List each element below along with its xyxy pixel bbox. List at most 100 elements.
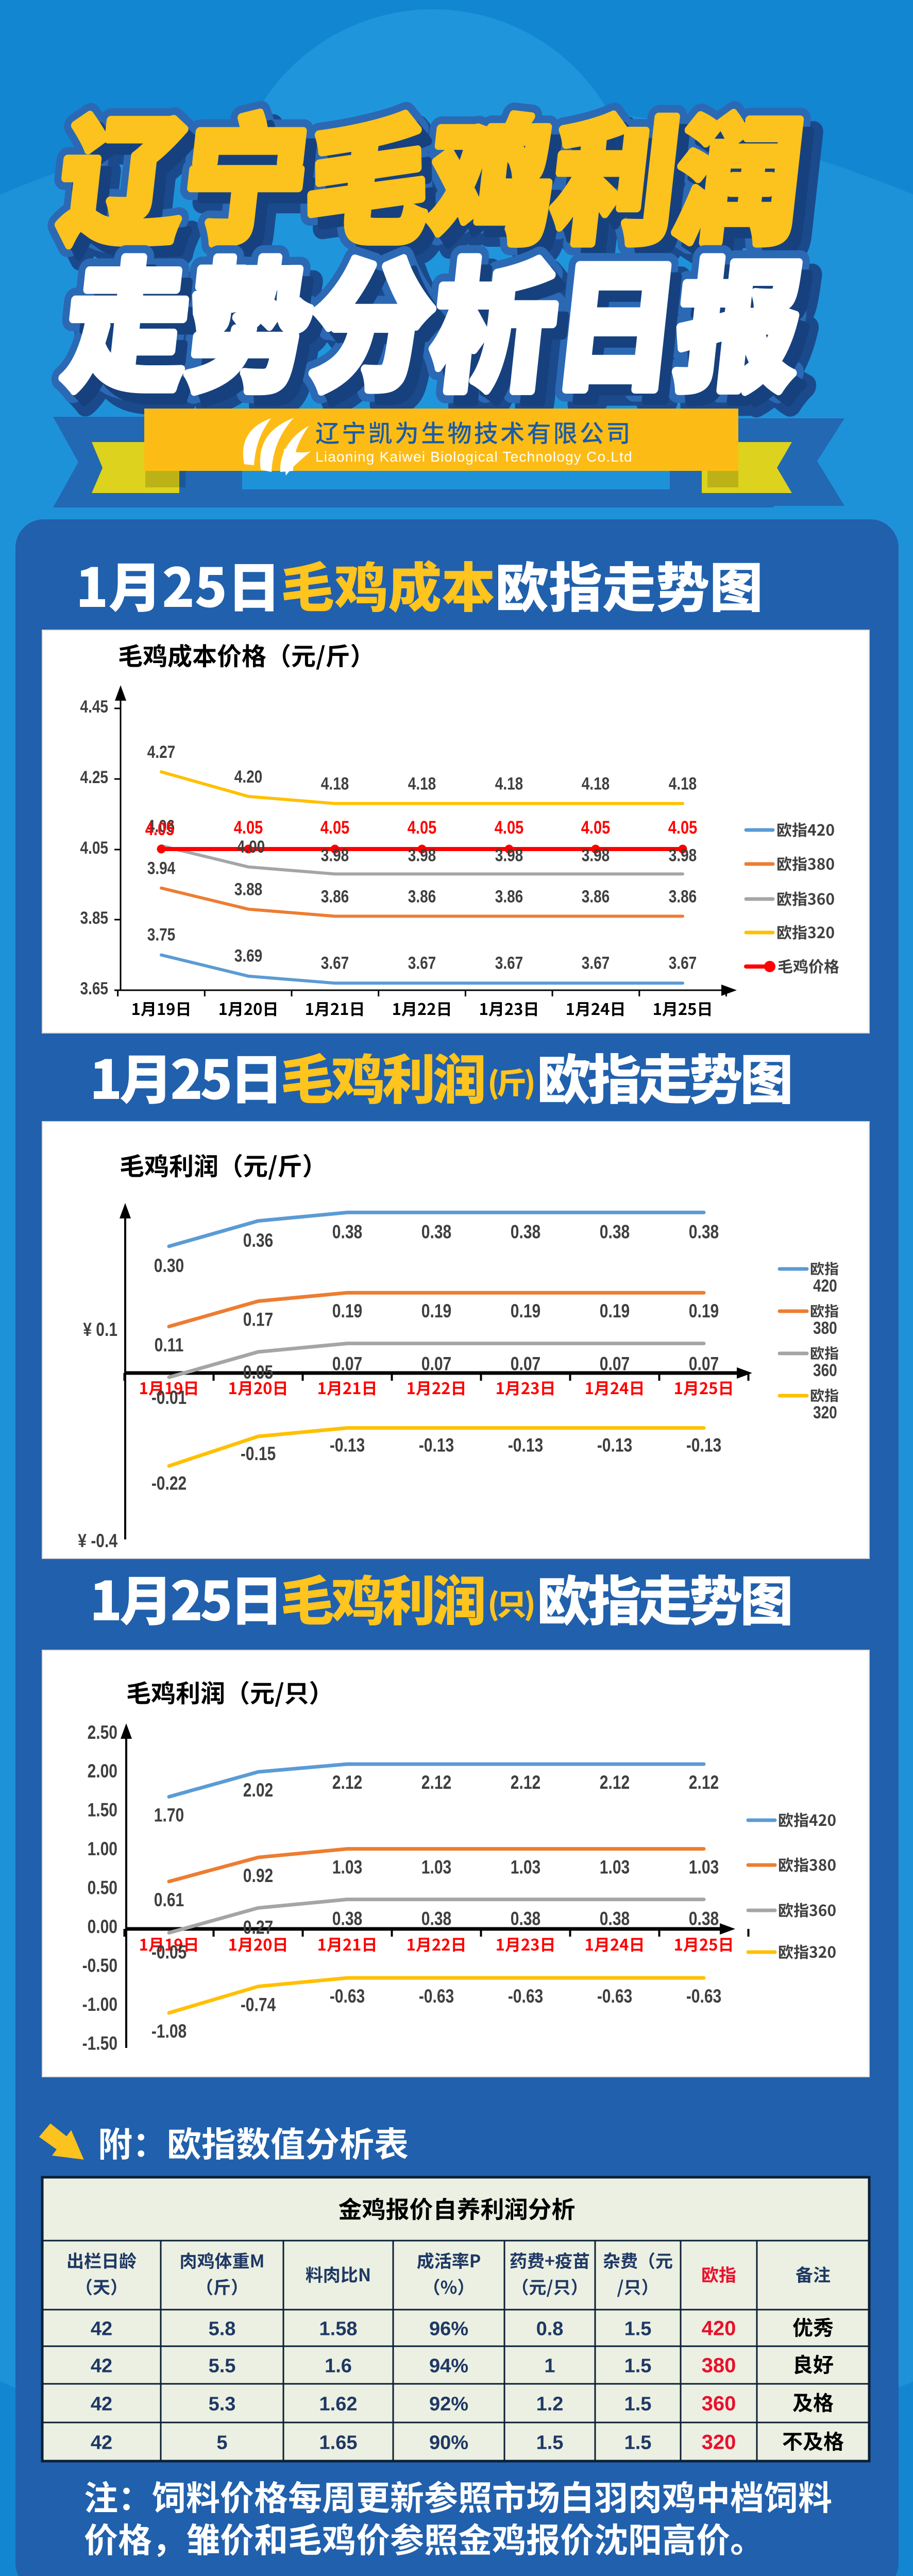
svg-text:-1.50: -1.50 xyxy=(82,2033,117,2054)
svg-text:4.18: 4.18 xyxy=(495,774,523,793)
svg-text:0.38: 0.38 xyxy=(332,1222,362,1243)
svg-text:1.62: 1.62 xyxy=(319,2394,358,2415)
svg-text:420: 420 xyxy=(813,1276,837,1295)
svg-text:¥ 0.1: ¥ 0.1 xyxy=(83,1319,117,1340)
svg-text:4.05: 4.05 xyxy=(408,817,436,837)
svg-text:94%: 94% xyxy=(429,2355,468,2377)
svg-text:3.65: 3.65 xyxy=(80,978,108,998)
svg-text:3.98: 3.98 xyxy=(669,845,697,865)
svg-text:360: 360 xyxy=(702,2393,736,2415)
svg-text:0.38: 0.38 xyxy=(332,1909,362,1929)
svg-text:2.12: 2.12 xyxy=(421,1772,451,1793)
svg-text:1.5: 1.5 xyxy=(624,2394,652,2415)
svg-text:0.8: 0.8 xyxy=(536,2318,564,2340)
svg-text:0.27: 0.27 xyxy=(243,1918,273,1938)
svg-text:1.03: 1.03 xyxy=(600,1857,630,1878)
svg-text:1.03: 1.03 xyxy=(511,1857,540,1878)
svg-text:-0.05: -0.05 xyxy=(151,1942,187,1963)
svg-text:96%: 96% xyxy=(429,2318,468,2340)
svg-text:0.38: 0.38 xyxy=(421,1222,451,1243)
svg-text:-0.63: -0.63 xyxy=(419,1986,454,2007)
svg-text:4.18: 4.18 xyxy=(669,774,697,793)
svg-text:0.61: 0.61 xyxy=(154,1890,184,1910)
svg-text:2.12: 2.12 xyxy=(689,1772,719,1793)
svg-text:3.88: 3.88 xyxy=(234,879,262,899)
svg-text:0.38: 0.38 xyxy=(600,1222,630,1243)
svg-text:-0.15: -0.15 xyxy=(241,1444,276,1464)
svg-text:320: 320 xyxy=(702,2431,736,2454)
svg-text:0.19: 0.19 xyxy=(421,1301,451,1321)
svg-text:5.8: 5.8 xyxy=(209,2318,236,2340)
svg-text:2.12: 2.12 xyxy=(511,1772,540,1793)
svg-text:2.50: 2.50 xyxy=(88,1722,117,1743)
svg-text:1.5: 1.5 xyxy=(624,2318,652,2340)
svg-text:-0.13: -0.13 xyxy=(686,1435,721,1456)
svg-text:92%: 92% xyxy=(429,2394,468,2415)
svg-text:3.86: 3.86 xyxy=(321,887,349,906)
svg-text:-0.13: -0.13 xyxy=(597,1435,632,1456)
svg-text:-0.63: -0.63 xyxy=(686,1986,721,2007)
svg-text:3.67: 3.67 xyxy=(582,953,610,973)
svg-text:42: 42 xyxy=(91,2394,112,2415)
svg-text:1.2: 1.2 xyxy=(536,2394,564,2415)
svg-text:4.27: 4.27 xyxy=(147,742,175,761)
svg-text:3.86: 3.86 xyxy=(495,887,523,906)
svg-text:4.18: 4.18 xyxy=(582,774,610,793)
svg-text:0.07: 0.07 xyxy=(511,1354,540,1375)
svg-text:3.86: 3.86 xyxy=(582,887,610,906)
svg-text:3.67: 3.67 xyxy=(408,953,436,973)
svg-text:-0.13: -0.13 xyxy=(508,1435,543,1456)
svg-text:0.19: 0.19 xyxy=(689,1301,719,1321)
svg-text:2.12: 2.12 xyxy=(600,1772,630,1793)
svg-text:-0.74: -0.74 xyxy=(241,1995,276,2015)
svg-text:4.25: 4.25 xyxy=(80,767,108,787)
svg-text:5.3: 5.3 xyxy=(209,2394,236,2415)
svg-text:0.19: 0.19 xyxy=(332,1301,362,1321)
svg-text:4.45: 4.45 xyxy=(80,697,108,716)
svg-text:3.69: 3.69 xyxy=(234,946,262,965)
svg-text:3.86: 3.86 xyxy=(669,887,697,906)
svg-text:-0.63: -0.63 xyxy=(597,1986,632,2007)
svg-text:-0.01: -0.01 xyxy=(151,1387,187,1408)
svg-text:0.00: 0.00 xyxy=(88,1917,117,1937)
svg-text:0.07: 0.07 xyxy=(600,1354,630,1375)
svg-text:1.03: 1.03 xyxy=(332,1857,362,1878)
svg-text:3.67: 3.67 xyxy=(669,953,697,973)
svg-text:4.18: 4.18 xyxy=(408,774,436,793)
svg-text:1.50: 1.50 xyxy=(88,1800,117,1821)
svg-text:90%: 90% xyxy=(429,2432,468,2454)
svg-text:4.05: 4.05 xyxy=(668,817,697,837)
svg-text:-0.13: -0.13 xyxy=(330,1435,365,1456)
svg-text:3.85: 3.85 xyxy=(80,908,108,927)
svg-text:2.02: 2.02 xyxy=(243,1780,273,1801)
svg-text:0.19: 0.19 xyxy=(600,1301,630,1321)
svg-text:4.18: 4.18 xyxy=(321,774,349,793)
svg-text:-0.50: -0.50 xyxy=(82,1956,117,1976)
svg-text:320: 320 xyxy=(813,1402,837,1422)
svg-text:3.98: 3.98 xyxy=(582,845,610,865)
svg-text:4.05: 4.05 xyxy=(320,817,349,837)
svg-text:3.86: 3.86 xyxy=(408,887,436,906)
svg-text:-0.13: -0.13 xyxy=(419,1435,454,1456)
svg-text:1.70: 1.70 xyxy=(154,1805,184,1826)
svg-text:0.50: 0.50 xyxy=(88,1878,117,1899)
svg-text:5.5: 5.5 xyxy=(209,2355,236,2377)
svg-text:4.05: 4.05 xyxy=(145,819,174,839)
svg-text:380: 380 xyxy=(702,2354,736,2377)
svg-text:0.11: 0.11 xyxy=(155,1335,184,1355)
svg-text:42: 42 xyxy=(91,2432,112,2454)
svg-text:0.92: 0.92 xyxy=(243,1866,273,1886)
svg-text:360: 360 xyxy=(813,1360,837,1380)
svg-text:-0.22: -0.22 xyxy=(151,1473,187,1494)
svg-text:0.19: 0.19 xyxy=(511,1301,540,1321)
svg-text:420: 420 xyxy=(702,2317,736,2340)
svg-text:-0.63: -0.63 xyxy=(508,1986,543,2007)
svg-text:-0.63: -0.63 xyxy=(330,1986,365,2007)
svg-text:0.38: 0.38 xyxy=(600,1909,630,1929)
svg-text:0.07: 0.07 xyxy=(332,1354,362,1375)
svg-text:0.17: 0.17 xyxy=(243,1310,273,1330)
svg-text:0.38: 0.38 xyxy=(689,1222,719,1243)
svg-text:3.75: 3.75 xyxy=(147,925,175,944)
svg-text:-1.08: -1.08 xyxy=(151,2021,187,2042)
svg-text:3.67: 3.67 xyxy=(495,953,523,973)
